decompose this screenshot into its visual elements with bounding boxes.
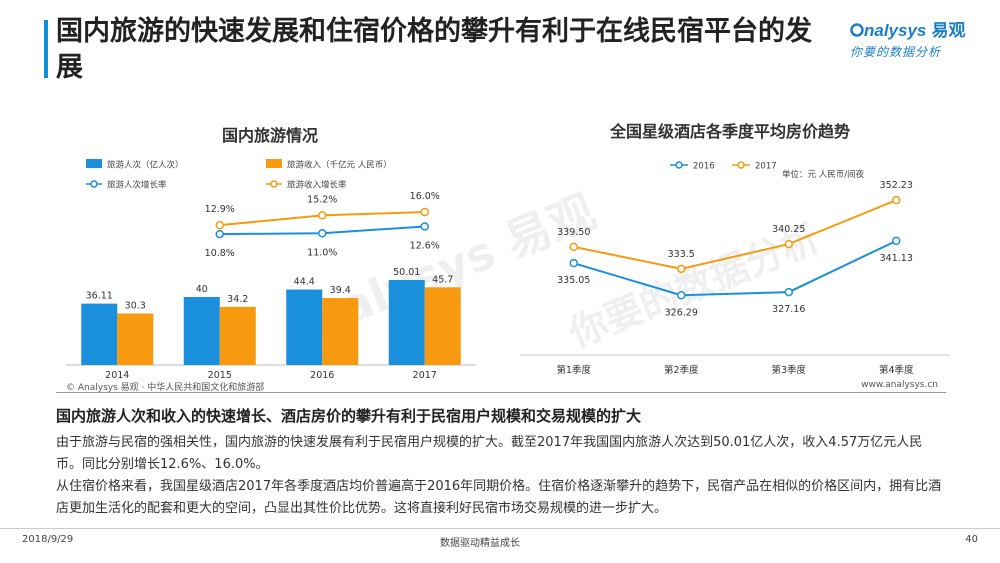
growth-value-label: 12.9% (205, 204, 235, 215)
growth-point (420, 207, 429, 217)
bar (183, 297, 220, 365)
legend-marker (90, 180, 98, 188)
legend-label: 旅游收入增长率 (287, 180, 347, 191)
tourism-combo-chart: 旅游人次（亿人次） 旅游收入（千亿元 人民币） 旅游人次增长率 旅游收入增长率 36.1… (66, 159, 476, 380)
bar-value-label: 50.01 (393, 267, 420, 278)
legend-label: 旅游人次增长率 (107, 180, 167, 191)
x-tick-label: 第3季度 (771, 364, 806, 376)
legend-swatch (86, 159, 102, 168)
growth-value-label: 12.6% (410, 240, 440, 251)
price-value-label: 333.5 (668, 249, 695, 260)
growth-value-label: 15.2% (307, 194, 337, 205)
x-tick-label: 2016 (310, 370, 334, 380)
growth-value-label: 10.8% (205, 248, 235, 259)
x-tick-label: 第1季度 (556, 364, 591, 376)
source-note: © Analysys 易观 · 中华人民共和国文化和旅游部 (66, 383, 265, 393)
growth-point (318, 211, 327, 220)
x-tick-label: 2015 (208, 370, 232, 380)
growth-point (215, 220, 224, 230)
x-tick-label: 2014 (105, 370, 129, 380)
growth-point (215, 229, 224, 239)
legend-marker (737, 161, 745, 169)
price-value-label: 327.16 (772, 304, 805, 315)
bar (286, 289, 323, 365)
bar (388, 279, 425, 365)
price-point (892, 195, 901, 205)
bar (117, 313, 154, 365)
price-value-label: 339.50 (557, 227, 590, 238)
growth-point (420, 222, 429, 231)
footer-date: 2018/9/29 (22, 534, 74, 545)
price-value-label: 340.25 (772, 224, 805, 235)
legend-swatch (266, 159, 282, 168)
summary-headline: 国内旅游人次和收入的快速增长、酒店房价的攀升有利于民宿用户规模和交易规模的扩大 (56, 407, 642, 425)
price-point (569, 258, 578, 268)
growth-value-label: 11.0% (307, 247, 337, 258)
website-note: www.analysys.cn (861, 380, 938, 390)
logo-a-icon (850, 23, 864, 37)
unit-note: 单位：元 人民币/间夜 (782, 169, 865, 180)
footer-slogan: 数据驱动精益成长 (440, 538, 520, 549)
bar-value-label: 34.2 (227, 294, 248, 305)
legend-label: 旅游收入（千亿元 人民币） (287, 160, 392, 171)
legend-label: 旅游人次（亿人次） (107, 160, 184, 171)
summary-paragraph-1: 由于旅游与民宿的强相关性，国内旅游的快速发展有利于民宿用户规模的扩大。截至201… (56, 435, 923, 472)
x-tick-label: 2017 (413, 370, 437, 380)
price-point (892, 236, 901, 246)
price-point (784, 239, 793, 249)
price-value-label: 341.13 (880, 253, 913, 264)
bar (424, 287, 461, 365)
bar (322, 298, 359, 365)
bar-value-label: 45.7 (432, 274, 453, 285)
price-point (784, 287, 793, 297)
bar-value-label: 36.11 (86, 291, 113, 302)
price-point (677, 264, 686, 274)
bar-value-label: 30.3 (125, 300, 146, 311)
tourism-chart-title: 国内旅游情况 (221, 126, 318, 145)
title-accent-bar (44, 20, 48, 78)
price-line (573, 239, 897, 297)
summary-body: 由于旅游与民宿的强相关性，国内旅游的快速发展有利于民宿用户规模的扩大。截至201… (56, 432, 946, 520)
x-tick-label: 第4季度 (879, 364, 914, 376)
price-value-label: 326.29 (665, 307, 698, 318)
hotel-price-chart-title: 全国星级酒店各季度平均房价趋势 (609, 122, 850, 141)
bar (219, 306, 256, 365)
growth-value-label: 16.0% (410, 191, 440, 202)
price-value-label: 335.05 (557, 275, 590, 286)
legend-label: 2016 (693, 162, 715, 172)
section-divider (56, 392, 946, 393)
price-point (677, 291, 686, 300)
legend-label: 2017 (755, 162, 777, 172)
logo-text-en: nalysys (864, 21, 927, 40)
logo-slogan: 你要的数据分析 (850, 45, 942, 59)
summary-paragraph-2: 从住宿价格来看，我国星级酒店2017年各季度酒店均价普遍高于2016年同期价格。… (56, 479, 942, 516)
logo-text-cn: 易观 (931, 21, 966, 41)
analysys-logo: nalysys 易观 你要的数据分析 (850, 16, 980, 66)
bar (81, 303, 118, 365)
bar-value-label: 44.4 (294, 277, 315, 288)
price-point (569, 242, 578, 252)
legend-marker (270, 180, 278, 188)
price-line (573, 199, 897, 270)
footer-rule (0, 528, 1000, 529)
page-number: 40 (965, 534, 978, 545)
growth-point (318, 229, 327, 238)
x-tick-label: 第2季度 (664, 364, 699, 376)
bar-value-label: 40 (196, 284, 208, 295)
price-value-label: 352.23 (880, 180, 913, 191)
bar-value-label: 39.4 (330, 285, 351, 296)
legend-marker (675, 161, 683, 169)
page-title: 国内旅游的快速发展和住宿价格的攀升有利于在线民宿平台的发展 (56, 16, 812, 83)
